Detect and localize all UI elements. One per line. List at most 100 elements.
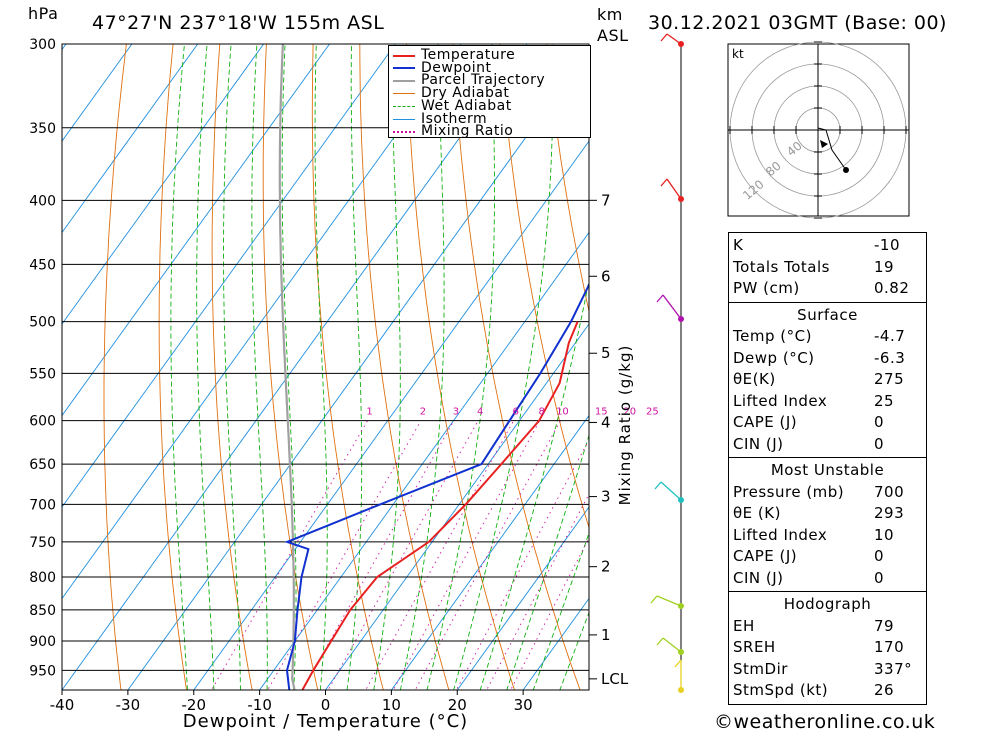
most-unstable-index-row: CIN (J) 0 bbox=[733, 568, 922, 590]
index-value: 25 bbox=[874, 391, 895, 410]
dry-adiabat-line bbox=[967, 44, 1000, 698]
most-unstable-index-row: Pressure (mb) 700 bbox=[733, 482, 922, 504]
pressure-tick-label: 450 bbox=[29, 257, 56, 273]
valid-datetime: 30.12.2021 03GMT (Base: 00) bbox=[648, 12, 947, 34]
pressure-tick-label: 500 bbox=[29, 315, 56, 331]
hodograph-index-row: StmDir 337° bbox=[733, 659, 922, 681]
legend-swatch bbox=[393, 93, 415, 95]
km-tick-label: 2 bbox=[601, 558, 611, 576]
isotherm-line bbox=[391, 414, 589, 690]
legend-item: Isotherm bbox=[393, 110, 488, 127]
surface-index-row: CAPE (J) 0 bbox=[733, 412, 922, 434]
chart-legend: Temperature Dewpoint Parcel Trajectory Dry … bbox=[388, 45, 591, 138]
wet-adiabat-line bbox=[170, 44, 188, 690]
temperature-tick-label: -40 bbox=[50, 696, 75, 714]
hodograph-index-row: SREH 170 bbox=[733, 637, 922, 659]
dry-adiabat-line bbox=[103, 44, 127, 690]
index-label: θE(K) bbox=[733, 370, 776, 388]
mixing-ratio-label: 25 bbox=[646, 407, 659, 418]
copyright-link[interactable]: ©weatheronline.co.uk bbox=[714, 711, 936, 733]
mixing-ratio-line bbox=[210, 420, 368, 690]
index-value: 79 bbox=[874, 616, 895, 635]
legend-item: Temperature bbox=[393, 48, 515, 62]
wet-adiabat-line bbox=[559, 611, 589, 690]
legend-item: Wet Adiabat bbox=[393, 97, 512, 114]
index-value: 0 bbox=[874, 413, 885, 431]
index-label: Lifted Index bbox=[733, 391, 828, 410]
legend-swatch bbox=[393, 130, 415, 133]
index-label: θE (K) bbox=[733, 504, 781, 522]
index-value: 0.82 bbox=[874, 279, 910, 297]
index-label: CAPE (J) bbox=[733, 547, 798, 565]
wet-adiabat-line bbox=[399, 44, 445, 690]
mixing-ratio-label: 1 bbox=[366, 407, 372, 418]
index-label: StmSpd (kt) bbox=[733, 681, 829, 699]
pressure-tick-label: 650 bbox=[29, 457, 56, 473]
wind-barb-flag bbox=[660, 178, 668, 187]
most-unstable-index-row: θE (K) 293 bbox=[733, 503, 922, 525]
isotherm-line bbox=[127, 48, 589, 690]
isotherm-line bbox=[193, 140, 589, 690]
wind-barb-flag bbox=[674, 659, 682, 668]
km-tick-label: 7 bbox=[601, 191, 611, 209]
index-value: 10 bbox=[874, 525, 895, 544]
hodograph-title: Hodograph bbox=[783, 595, 872, 613]
station-location: 47°27'N 237°18'W 155m ASL bbox=[92, 12, 385, 34]
mixing-ratio-label: 2 bbox=[420, 407, 426, 418]
wet-adiabat-line bbox=[314, 44, 328, 690]
temperature-tick-label: 0 bbox=[321, 696, 331, 714]
dry-adiabat-line bbox=[158, 44, 188, 690]
mixing-ratio-label: 20 bbox=[623, 407, 636, 418]
index-label: Dewp (°C) bbox=[733, 348, 815, 367]
mixing-ratio-label: 3 bbox=[453, 407, 459, 418]
surface-index-row: θE(K) 275 bbox=[733, 369, 922, 391]
wind-barb bbox=[662, 294, 682, 320]
surface-index-row: Temp (°C) -4.7 bbox=[733, 326, 922, 348]
pressure-tick-label: 950 bbox=[29, 663, 56, 679]
axes: 1 2 3 4 6 8 10 15 20 2530035040045050055060065070… bbox=[29, 37, 658, 732]
legend-swatch bbox=[393, 105, 415, 107]
index-label: PW (cm) bbox=[733, 279, 800, 297]
sounding-profiles bbox=[278, 44, 589, 690]
wind-barb-flag bbox=[650, 595, 658, 604]
km-tick-label: 5 bbox=[601, 344, 611, 362]
hodograph-end-dot bbox=[843, 167, 849, 173]
isotherm-line bbox=[325, 323, 589, 690]
dry-adiabat-line bbox=[452, 44, 581, 690]
general-index-row: Totals Totals 19 bbox=[733, 257, 922, 279]
legend-label: Wet Adiabat bbox=[421, 97, 512, 114]
mixing-ratio-label: 6 bbox=[512, 407, 518, 418]
wet-adiabat-line bbox=[251, 44, 268, 690]
legend-item: Mixing Ratio bbox=[393, 124, 513, 138]
legend-label: Isotherm bbox=[421, 110, 488, 127]
index-label: Totals Totals bbox=[733, 257, 830, 276]
index-value: -10 bbox=[874, 236, 900, 254]
mixing-ratio-label: 15 bbox=[595, 407, 608, 418]
index-value: 19 bbox=[874, 257, 895, 276]
pressure-tick-label: 750 bbox=[29, 535, 56, 551]
hodograph-indices: Hodograph EH 79 SREH 170 StmDir 337° StmSpd (k… bbox=[728, 591, 927, 705]
surface-indices: Surface Temp (°C) -4.7 Dewp (°C) -6.3 θE(K) 2… bbox=[728, 301, 927, 458]
surface-index-row: Dewp (°C) -6.3 bbox=[733, 348, 922, 370]
index-label: Temp (°C) bbox=[733, 327, 812, 345]
pressure-tick-label: 350 bbox=[29, 121, 56, 137]
mixing-ratio-label: 10 bbox=[556, 407, 569, 418]
temperature-tick-label: 10 bbox=[382, 696, 401, 714]
wind-barb-flag bbox=[656, 294, 664, 303]
legend-swatch bbox=[393, 54, 415, 57]
surface-title: Surface bbox=[797, 305, 858, 324]
wet-adiabat-line bbox=[479, 278, 589, 690]
wet-adiabat-line bbox=[426, 44, 495, 690]
hodograph-index-row: StmSpd (kt) 26 bbox=[733, 680, 922, 702]
pressure-tick-label: 300 bbox=[29, 37, 56, 53]
general-index-row: K -10 bbox=[733, 235, 922, 257]
isotherm-line bbox=[62, 44, 396, 508]
height-unit-asl: ASL bbox=[597, 26, 629, 45]
temperature-tick-label: -30 bbox=[116, 696, 141, 714]
general-index-row: PW (cm) 0.82 bbox=[733, 278, 922, 300]
index-value: 337° bbox=[874, 659, 913, 678]
legend-label: Dry Adiabat bbox=[421, 85, 510, 102]
index-value: -6.3 bbox=[874, 348, 906, 367]
wind-barb bbox=[656, 595, 682, 607]
